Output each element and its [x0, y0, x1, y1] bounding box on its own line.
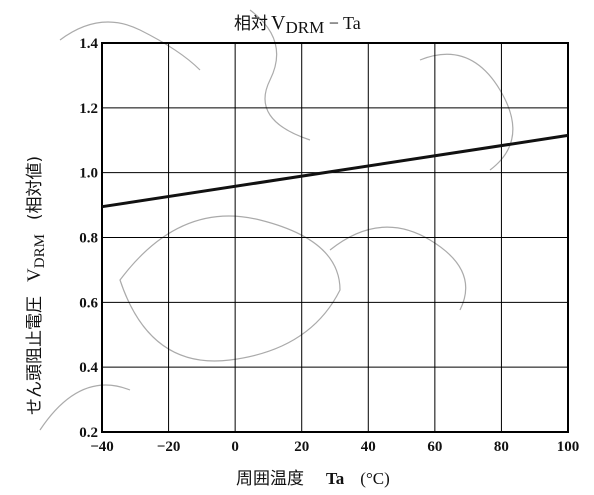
y-tick-label: 1.4 [79, 36, 98, 52]
y-tick-label: 1.0 [79, 166, 98, 182]
y-tick-label: 0.2 [79, 425, 98, 441]
watermark-outline [39, 9, 514, 431]
x-tick-label: 0 [231, 439, 239, 455]
x-axis-label: 周囲温度 Ta (°C) [236, 469, 390, 489]
x-tick-label: 80 [494, 439, 509, 455]
y-tick-labels: 0.2 0.4 0.6 0.8 1.0 1.2 1.4 [79, 36, 98, 441]
series-line-vdrm [101, 133, 569, 209]
y-tick-label: 0.4 [79, 360, 98, 376]
plot-frame [101, 42, 569, 433]
grid [101, 42, 569, 433]
x-tick-labels: −40 −20 0 20 40 60 80 100 [90, 439, 579, 455]
x-tick-label: 20 [294, 439, 309, 455]
y-tick-label: 0.6 [79, 295, 98, 311]
y-axis-label: せん頭阻止電圧VDRM(相対値) [24, 156, 48, 415]
y-tick-label: 1.2 [79, 101, 98, 117]
x-tick-label: 40 [361, 439, 376, 455]
y-tick-label: 0.8 [79, 231, 98, 247]
x-tick-label: −20 [157, 439, 181, 455]
chart-title: 相対 VDRM − Ta [234, 12, 361, 37]
x-tick-label: 100 [557, 439, 580, 455]
x-tick-label: −40 [90, 439, 114, 455]
x-tick-label: 60 [427, 439, 442, 455]
